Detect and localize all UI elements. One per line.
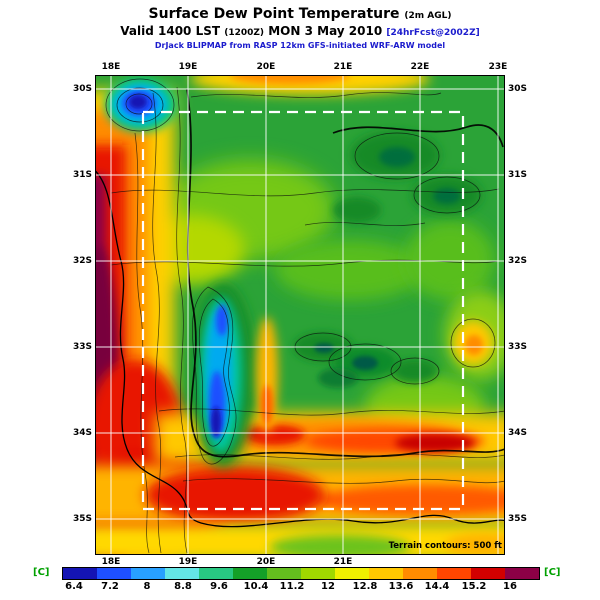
- axis-label-right-30s: 30S: [508, 84, 528, 94]
- valid-time-line: Valid 1400 LST (1200Z) MON 3 May 2010 [2…: [0, 24, 600, 38]
- colorbar-tick: 7.2: [101, 581, 119, 592]
- map-area: 18E 19E 20E 21E 22E 23E 18E 19E 20E 21E …: [73, 62, 527, 567]
- colorbar-swatch: [267, 568, 301, 579]
- terrain-contours-note: Terrain contours: 500 ft: [388, 541, 502, 551]
- colorbar-swatch: [403, 568, 437, 579]
- axis-label-bottom-18e: 18E: [101, 557, 121, 567]
- axis-label-right-31s: 31S: [508, 170, 528, 180]
- colorbar-tick: 11.2: [279, 581, 305, 592]
- title-suffix: (2m AGL): [404, 11, 452, 21]
- model-credit-line: DrJack BLIPMAP from RASP 12km GFS-initia…: [154, 41, 446, 50]
- colorbar-swatch: [437, 568, 471, 579]
- colorbar-tick: 13.6: [388, 581, 414, 592]
- colorbar-tick: 15.2: [461, 581, 487, 592]
- axis-label-right-35s: 35S: [508, 514, 528, 524]
- colorbar-tick: 12.8: [352, 581, 378, 592]
- page-title: Surface Dew Point Temperature (2m AGL): [0, 6, 600, 22]
- axis-label-top-20e: 20E: [256, 62, 276, 72]
- field-fill: [95, 75, 505, 555]
- colorbar-tick: 16: [503, 581, 517, 592]
- axis-label-right-33s: 33S: [508, 342, 528, 352]
- valid-prefix: Valid 1400 LST: [120, 24, 221, 38]
- axis-label-left-32s: 32S: [72, 256, 92, 266]
- axis-label-top-23e: 23E: [488, 62, 508, 72]
- colorbar-swatch: [97, 568, 131, 579]
- axis-label-left-35s: 35S: [72, 514, 92, 524]
- colorbar-tick: 9.6: [210, 581, 228, 592]
- colorbar-swatch: [131, 568, 165, 579]
- colorbar-swatch: [165, 568, 199, 579]
- axis-label-right-34s: 34S: [508, 428, 528, 438]
- colorbar-swatch: [301, 568, 335, 579]
- colorbar-tick: 8: [143, 581, 151, 592]
- axis-label-bottom-20e: 20E: [256, 557, 276, 567]
- colorbar-tick: 6.4: [65, 581, 83, 592]
- map-border: [95, 75, 505, 555]
- axis-label-right-32s: 32S: [508, 256, 528, 266]
- contour-lines: [105, 78, 505, 554]
- axis-label-left-30s: 30S: [72, 84, 92, 94]
- coastline: [95, 169, 505, 528]
- axis-label-bottom-19e: 19E: [178, 557, 198, 567]
- colorbar-swatch: [199, 568, 233, 579]
- colorbar: [62, 567, 540, 580]
- dewpoint-contour-map: [95, 75, 505, 555]
- valid-zulu: (1200Z): [224, 28, 265, 38]
- unit-label-left: [C]: [33, 567, 50, 578]
- colorbar-tick: 10.4: [243, 581, 269, 592]
- colorbar-tick: 8.8: [174, 581, 192, 592]
- axis-label-top-22e: 22E: [410, 62, 430, 72]
- axis-label-top-21e: 21E: [333, 62, 353, 72]
- axis-label-bottom-21e: 21E: [333, 557, 353, 567]
- colorbar-tick: 12: [321, 581, 335, 592]
- colorbar-swatch: [63, 568, 97, 579]
- axis-label-left-33s: 33S: [72, 342, 92, 352]
- valid-date: MON 3 May 2010: [268, 24, 383, 38]
- axis-label-top-18e: 18E: [101, 62, 121, 72]
- graticule: [95, 75, 505, 555]
- colorbar-swatch: [335, 568, 369, 579]
- colorbar-swatch: [471, 568, 505, 579]
- axis-label-top-19e: 19E: [178, 62, 198, 72]
- title-text: Surface Dew Point Temperature: [148, 6, 400, 22]
- axis-label-left-34s: 34S: [72, 428, 92, 438]
- unit-label-right: [C]: [544, 567, 561, 578]
- colorbar-swatch: [369, 568, 403, 579]
- colorbar-tick: 14.4: [424, 581, 450, 592]
- valid-fcst: [24hrFcst@2002Z]: [386, 28, 480, 38]
- colorbar-swatch: [505, 568, 539, 579]
- colorbar-swatch: [233, 568, 267, 579]
- axis-label-left-31s: 31S: [72, 170, 92, 180]
